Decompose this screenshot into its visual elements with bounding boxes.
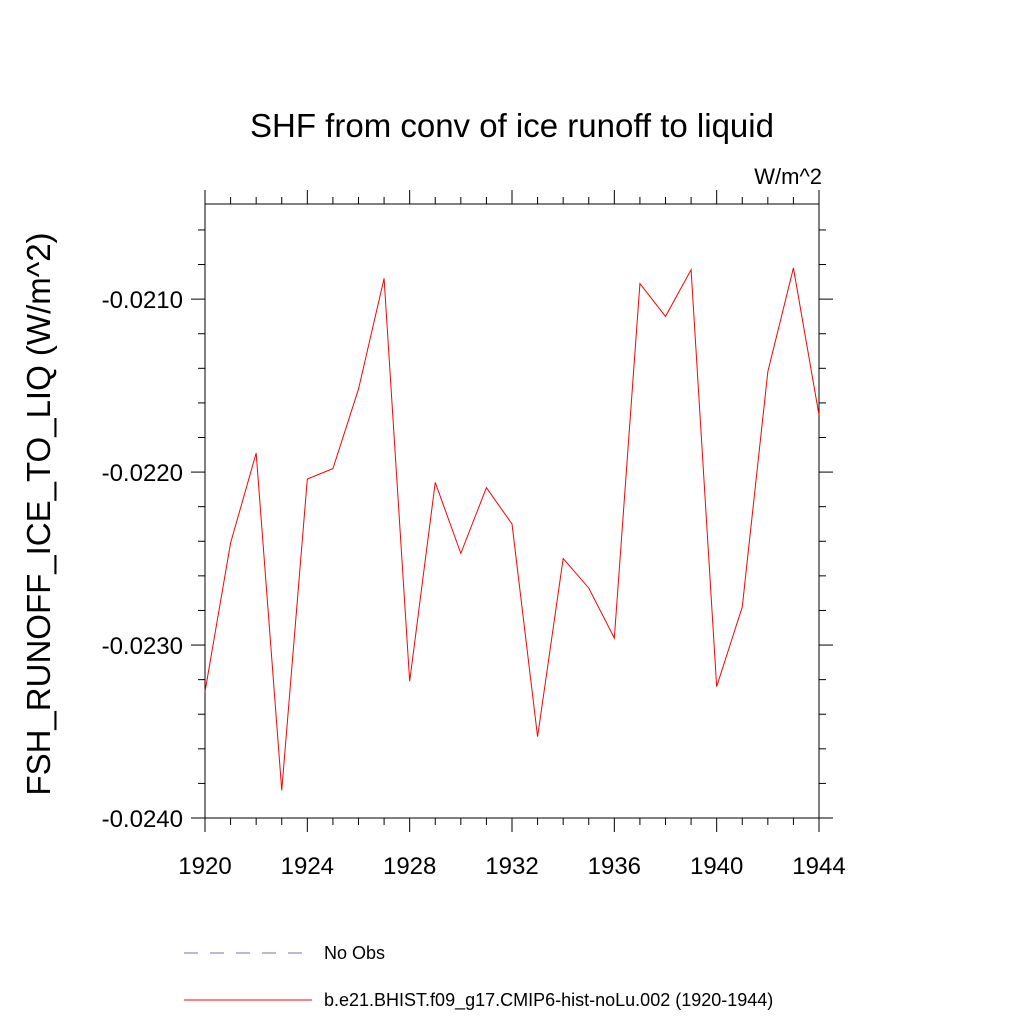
series-layer — [204, 267, 820, 791]
x-tick-label: 1928 — [383, 853, 436, 880]
axis-ticks: 1920 1924 1928 1932 1936 1940 1944 -0.0240 -0.02… — [102, 190, 846, 880]
plot-frame — [204, 203, 820, 819]
legend-label: No Obs — [324, 943, 385, 963]
y-tick-label: -0.0240 — [102, 806, 183, 833]
y-tick-label: -0.0220 — [102, 460, 183, 487]
chart-title: SHF from conv of ice runoff to liquid — [250, 107, 774, 144]
legend-label: b.e21.BHIST.f09_g17.CMIP6-hist-noLu.002 … — [324, 990, 773, 1011]
x-tick-label: 1940 — [690, 853, 743, 880]
units-label: W/m^2 — [754, 164, 822, 189]
x-tick-label: 1944 — [792, 853, 845, 880]
y-tick-label: -0.0210 — [102, 287, 183, 314]
x-tick-label: 1932 — [485, 853, 538, 880]
y-axis-label: FSH_RUNOFF_ICE_TO_LIQ (W/m^2) — [20, 232, 57, 795]
y-tick-label: -0.0230 — [102, 633, 183, 660]
x-tick-label: 1936 — [588, 853, 641, 880]
series-line — [204, 267, 820, 791]
x-tick-label: 1924 — [281, 853, 334, 880]
x-tick-label: 1920 — [178, 853, 231, 880]
legend: No Obs b.e21.BHIST.f09_g17.CMIP6-hist-noL… — [184, 943, 773, 1011]
